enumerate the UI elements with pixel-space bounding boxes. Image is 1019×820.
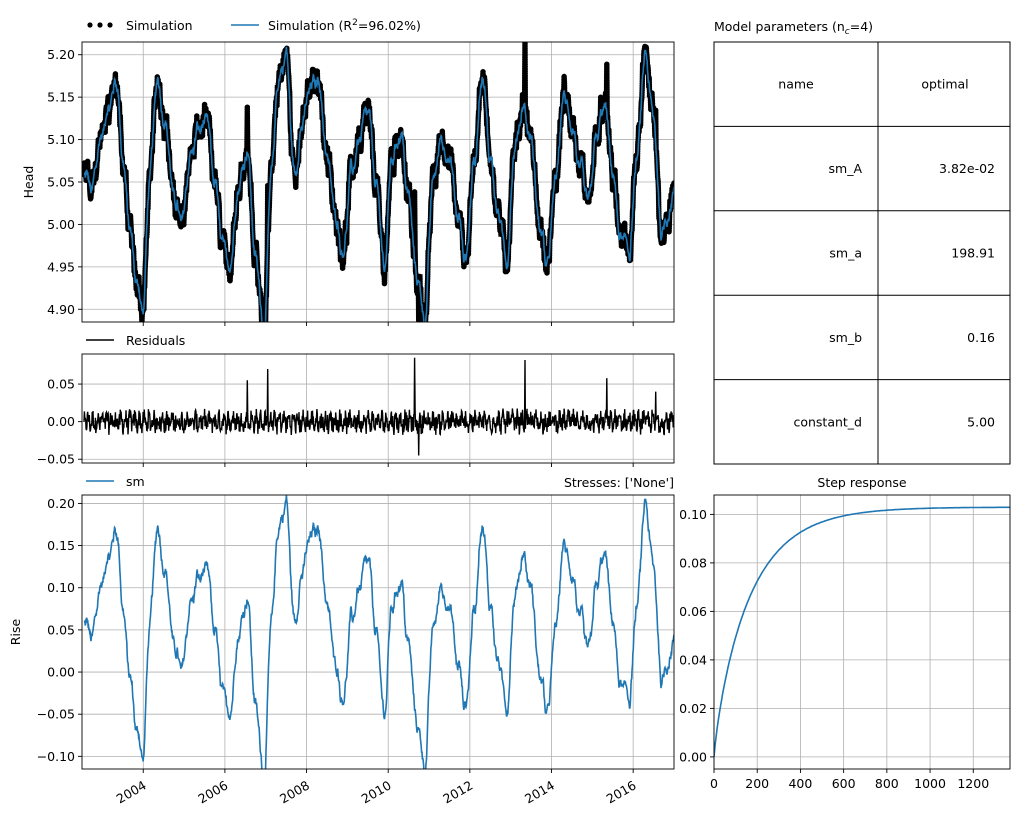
residuals-series (83, 357, 674, 456)
x-tick-label: 2004 (114, 778, 149, 807)
y-tick-label: 0.10 (679, 507, 707, 522)
step-x-ticks: 0 200 400 600 800 1000 1200 (710, 769, 989, 791)
table-cell-name: constant_d (793, 414, 862, 429)
table-cell-name: sm_A (829, 161, 863, 176)
table-cell-value: 0.16 (967, 330, 995, 345)
rise-grid (82, 495, 674, 769)
table-cell-value: 5.00 (967, 414, 995, 429)
parameters-title: Model parameters (nc=4) (714, 19, 873, 37)
rise-axes-frame (81, 494, 675, 770)
step-panel: Step response 0.00 0.02 0.04 0.06 0.08 0.10 0… (679, 475, 1011, 791)
head-y-ticks: 4.90 4.95 5.00 5.05 5.10 5.15 5.20 (47, 47, 82, 317)
rise-panel: −0.10−0.050.000.050.100.150.20 2004 2006 2… (8, 474, 675, 806)
y-tick-label: 5.15 (47, 90, 75, 105)
y-tick-label: 4.95 (47, 259, 75, 274)
step-title: Step response (817, 475, 907, 490)
legend-observed-marker (87, 22, 93, 28)
head-legend: Simulation Simulation (R2=96.02%) (87, 18, 421, 33)
table-cell-value: 3.82e-02 (939, 161, 995, 176)
legend-observed-marker (97, 22, 103, 28)
table-header-cell: optimal (921, 77, 968, 92)
legend-simulation-label: Simulation (R2=96.02%) (268, 18, 421, 33)
x-tick-label: 2012 (440, 778, 475, 807)
x-tick-label: 600 (832, 776, 856, 791)
table-header-cell: name (778, 77, 814, 92)
table-cell-name: sm_b (829, 330, 862, 345)
step-axes-frame (713, 494, 1011, 770)
y-tick-label: 0.04 (679, 652, 707, 667)
stresses-annotation: Stresses: ['None'] (564, 475, 674, 490)
y-tick-label: 0.00 (47, 665, 75, 680)
rise-x-ticks: 2004 2006 2008 2010 2012 2014 2016 (114, 769, 639, 806)
y-tick-label: −0.10 (37, 749, 75, 764)
head-simulation-series (83, 46, 674, 322)
y-tick-label: 0.00 (47, 414, 75, 429)
x-tick-label: 2016 (604, 778, 639, 807)
x-tick-label: 2008 (277, 778, 312, 807)
parameters-table: Model parameters (nc=4) name optimal sm_A 3… (713, 19, 1011, 465)
y-tick-label: −0.05 (37, 452, 75, 467)
y-tick-label: 0.10 (47, 580, 75, 595)
y-tick-label: −0.05 (37, 707, 75, 722)
x-tick-label: 1000 (914, 776, 946, 791)
y-tick-label: 0.15 (47, 538, 75, 553)
x-tick-label: 400 (788, 776, 812, 791)
legend-observed-label: Simulation (126, 18, 193, 33)
residuals-grid (82, 354, 674, 463)
y-tick-label: 5.05 (47, 175, 75, 190)
y-tick-label: 5.00 (47, 217, 75, 232)
legend-residuals-label: Residuals (126, 333, 185, 348)
residuals-x-ticks (142, 463, 634, 467)
y-tick-label: 5.10 (47, 132, 75, 147)
x-tick-label: 2006 (195, 778, 230, 807)
legend-sm-label: sm (126, 474, 145, 489)
rise-series (83, 495, 674, 769)
table-cell-name: sm_a (829, 246, 862, 261)
x-tick-label: 1200 (957, 776, 989, 791)
rise-y-label: Rise (8, 619, 23, 646)
head-x-ticks (142, 322, 634, 326)
head-panel: 4.90 4.95 5.00 5.05 5.10 5.15 5.20 Head Simula… (21, 18, 675, 326)
y-tick-label: 0.08 (679, 555, 707, 570)
head-y-label: Head (21, 166, 36, 199)
residuals-panel: −0.05 0.00 0.05 Residuals (37, 333, 675, 467)
y-tick-label: 0.05 (47, 622, 75, 637)
x-tick-label: 0 (710, 776, 718, 791)
y-tick-label: 0.06 (679, 604, 707, 619)
y-tick-label: 4.90 (47, 302, 75, 317)
parameters-grid: name optimal sm_A 3.82e-02 sm_a 198.91 sm_b 0.1… (713, 41, 1011, 465)
rise-legend: sm (86, 474, 145, 489)
x-tick-label: 200 (745, 776, 769, 791)
y-tick-label: 0.05 (47, 377, 75, 392)
table-border (713, 41, 1011, 465)
rise-y-ticks: −0.10 −0.05 0.00 0.05 0.10 0.15 0.20 (37, 496, 82, 764)
y-tick-label: 0.20 (47, 496, 75, 511)
x-tick-label: 2014 (522, 778, 557, 807)
x-tick-label: 2010 (359, 778, 394, 807)
residuals-axes-frame (81, 353, 675, 464)
x-tick-label: 800 (875, 776, 899, 791)
residuals-y-ticks: −0.05 0.00 0.05 (37, 377, 82, 467)
legend-observed-marker (107, 22, 113, 28)
step-response-series (714, 506, 1010, 757)
y-tick-label: 0.00 (679, 749, 707, 764)
y-tick-label: 0.02 (679, 701, 707, 716)
y-tick-label: 5.20 (47, 47, 75, 62)
step-y-ticks: 0.00 0.02 0.04 0.06 0.08 0.10 (679, 507, 714, 764)
residuals-legend: Residuals (86, 333, 185, 348)
step-grid (713, 495, 1010, 769)
table-cell-value: 198.91 (951, 246, 995, 261)
